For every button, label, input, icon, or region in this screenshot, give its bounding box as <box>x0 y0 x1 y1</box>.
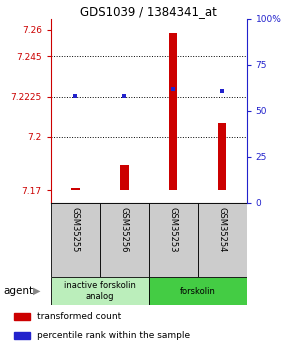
Bar <box>148 277 246 305</box>
Bar <box>120 165 128 190</box>
Bar <box>148 203 197 277</box>
Bar <box>169 33 177 190</box>
Bar <box>100 203 148 277</box>
Bar <box>14 332 30 339</box>
Bar <box>218 122 226 190</box>
Text: GSM35255: GSM35255 <box>71 207 80 252</box>
Bar <box>51 203 100 277</box>
Bar <box>197 203 246 277</box>
Bar <box>51 277 148 305</box>
Text: GSM35253: GSM35253 <box>168 207 177 252</box>
Bar <box>71 188 80 190</box>
Text: forskolin: forskolin <box>180 287 215 296</box>
Text: GSM35254: GSM35254 <box>218 207 226 252</box>
Text: transformed count: transformed count <box>37 312 121 321</box>
Title: GDS1039 / 1384341_at: GDS1039 / 1384341_at <box>80 5 217 18</box>
Text: percentile rank within the sample: percentile rank within the sample <box>37 331 190 340</box>
Text: agent: agent <box>3 286 33 296</box>
Text: ▶: ▶ <box>33 286 41 296</box>
Text: inactive forskolin
analog: inactive forskolin analog <box>64 282 136 301</box>
Text: GSM35256: GSM35256 <box>120 207 129 252</box>
Bar <box>14 314 30 320</box>
